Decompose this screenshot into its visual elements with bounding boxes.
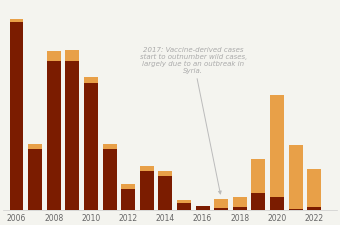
Bar xyxy=(121,184,135,189)
Bar xyxy=(251,159,265,194)
Bar xyxy=(214,208,228,210)
Bar xyxy=(28,144,42,149)
Bar xyxy=(195,206,209,210)
Bar xyxy=(177,200,191,203)
Bar xyxy=(177,203,191,210)
Bar xyxy=(10,20,23,22)
Bar xyxy=(307,169,321,207)
Bar xyxy=(307,207,321,210)
Bar xyxy=(10,22,23,210)
Bar xyxy=(233,197,247,207)
Bar xyxy=(158,171,172,176)
Bar xyxy=(121,189,135,210)
Bar xyxy=(251,194,265,210)
Bar xyxy=(47,52,61,62)
Bar xyxy=(65,51,79,62)
Bar xyxy=(158,176,172,210)
Bar xyxy=(84,78,98,83)
Bar xyxy=(270,95,284,197)
Bar xyxy=(103,149,117,210)
Bar xyxy=(84,83,98,210)
Bar xyxy=(28,149,42,210)
Bar xyxy=(233,207,247,210)
Text: 2017: Vaccine-derived cases
start to outnumber wild cases,
largely due to an out: 2017: Vaccine-derived cases start to out… xyxy=(140,47,247,194)
Bar xyxy=(140,166,154,171)
Bar xyxy=(289,146,303,209)
Bar xyxy=(65,62,79,210)
Bar xyxy=(270,197,284,210)
Bar xyxy=(289,209,303,210)
Bar xyxy=(47,62,61,210)
Bar xyxy=(140,171,154,210)
Bar xyxy=(214,199,228,208)
Bar xyxy=(103,144,117,149)
